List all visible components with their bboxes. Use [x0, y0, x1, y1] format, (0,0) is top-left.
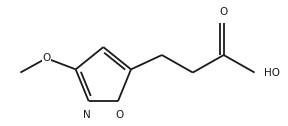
Text: O: O: [42, 53, 50, 63]
Text: O: O: [115, 110, 124, 120]
Text: O: O: [219, 7, 228, 18]
Text: HO: HO: [264, 68, 280, 77]
Text: N: N: [83, 110, 91, 120]
